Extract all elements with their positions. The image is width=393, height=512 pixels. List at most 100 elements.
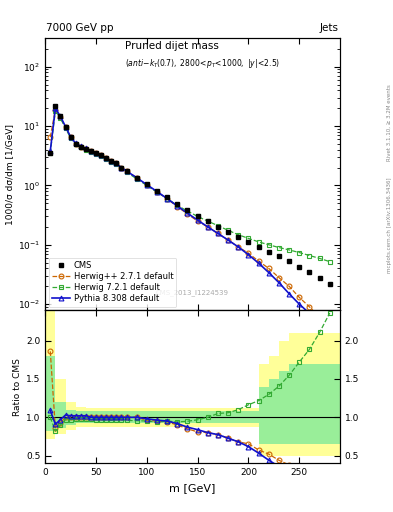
Text: Rivet 3.1.10, ≥ 3.2M events: Rivet 3.1.10, ≥ 3.2M events <box>387 84 392 161</box>
Herwig 7.2.1 default <box>154 189 159 195</box>
CMS <box>327 281 332 287</box>
Herwig++ 2.7.1 default <box>88 148 93 154</box>
CMS <box>185 207 190 213</box>
Herwig 7.2.1 default <box>297 249 302 255</box>
Pythia 8.308 default <box>99 153 103 159</box>
Herwig++ 2.7.1 default <box>124 168 129 174</box>
Herwig 7.2.1 default <box>226 227 231 233</box>
Herwig++ 2.7.1 default <box>165 196 169 202</box>
Herwig++ 2.7.1 default <box>206 224 210 230</box>
CMS <box>119 164 124 170</box>
Pythia 8.308 default <box>124 168 129 174</box>
CMS <box>256 244 261 250</box>
Herwig++ 2.7.1 default <box>236 244 241 250</box>
Herwig 7.2.1 default <box>236 231 241 238</box>
Pythia 8.308 default <box>79 143 83 149</box>
Line: Pythia 8.308 default: Pythia 8.308 default <box>48 106 332 337</box>
Text: Pruned dijet mass: Pruned dijet mass <box>125 41 219 51</box>
CMS <box>99 153 103 159</box>
CMS <box>165 194 169 200</box>
Herwig++ 2.7.1 default <box>68 134 73 140</box>
Pythia 8.308 default <box>195 217 200 223</box>
Herwig 7.2.1 default <box>216 223 220 229</box>
Herwig 7.2.1 default <box>317 255 322 262</box>
Herwig++ 2.7.1 default <box>154 189 159 195</box>
CMS <box>94 150 98 156</box>
CMS <box>114 160 119 166</box>
Herwig 7.2.1 default <box>53 108 58 114</box>
Y-axis label: Ratio to CMS: Ratio to CMS <box>13 358 22 416</box>
Herwig++ 2.7.1 default <box>109 158 114 164</box>
Herwig 7.2.1 default <box>145 182 149 188</box>
Herwig++ 2.7.1 default <box>83 146 88 152</box>
Herwig 7.2.1 default <box>287 247 292 253</box>
Pythia 8.308 default <box>165 196 169 202</box>
Pythia 8.308 default <box>266 269 271 275</box>
Herwig++ 2.7.1 default <box>48 134 53 140</box>
CMS <box>124 168 129 174</box>
Herwig++ 2.7.1 default <box>256 258 261 264</box>
Text: Jets: Jets <box>320 23 339 33</box>
Herwig++ 2.7.1 default <box>114 160 119 166</box>
Herwig 7.2.1 default <box>327 259 332 265</box>
Pythia 8.308 default <box>307 310 312 316</box>
Pythia 8.308 default <box>154 188 159 195</box>
CMS <box>175 201 180 207</box>
Herwig 7.2.1 default <box>68 135 73 141</box>
CMS <box>266 248 271 254</box>
Herwig 7.2.1 default <box>109 159 114 165</box>
Herwig 7.2.1 default <box>307 252 312 259</box>
Herwig++ 2.7.1 default <box>53 106 58 113</box>
Pythia 8.308 default <box>134 175 139 181</box>
Pythia 8.308 default <box>175 203 180 209</box>
Herwig++ 2.7.1 default <box>145 182 149 188</box>
Text: 7000 GeV pp: 7000 GeV pp <box>46 23 114 33</box>
CMS <box>287 258 292 264</box>
Herwig 7.2.1 default <box>48 150 53 156</box>
Pythia 8.308 default <box>277 280 281 286</box>
Herwig++ 2.7.1 default <box>79 143 83 150</box>
Herwig 7.2.1 default <box>134 176 139 182</box>
Herwig++ 2.7.1 default <box>246 250 251 257</box>
CMS <box>297 264 302 270</box>
CMS <box>104 155 108 161</box>
Herwig 7.2.1 default <box>99 153 103 159</box>
Pythia 8.308 default <box>226 237 231 243</box>
Pythia 8.308 default <box>185 210 190 216</box>
Herwig 7.2.1 default <box>165 196 169 202</box>
CMS <box>216 224 220 230</box>
Herwig++ 2.7.1 default <box>73 141 78 147</box>
Pythia 8.308 default <box>216 230 220 237</box>
Herwig++ 2.7.1 default <box>277 274 281 281</box>
CMS <box>63 124 68 131</box>
Herwig 7.2.1 default <box>94 151 98 157</box>
CMS <box>73 141 78 147</box>
Herwig++ 2.7.1 default <box>266 265 271 271</box>
Herwig++ 2.7.1 default <box>175 204 180 210</box>
Herwig++ 2.7.1 default <box>287 283 292 289</box>
Herwig++ 2.7.1 default <box>119 164 124 170</box>
Herwig 7.2.1 default <box>104 156 108 162</box>
Text: $(anti\!-\!k_T\!(0.7),\ 2800\!<\!p_T\!<\!1000,\ |y|\!<\!2.5)$: $(anti\!-\!k_T\!(0.7),\ 2800\!<\!p_T\!<\… <box>125 57 280 71</box>
CMS <box>226 229 231 235</box>
Line: Herwig 7.2.1 default: Herwig 7.2.1 default <box>48 109 332 264</box>
Pythia 8.308 default <box>104 155 108 161</box>
CMS <box>134 175 139 181</box>
Herwig++ 2.7.1 default <box>63 124 68 131</box>
Herwig++ 2.7.1 default <box>297 294 302 301</box>
Herwig++ 2.7.1 default <box>99 153 103 159</box>
Herwig 7.2.1 default <box>246 236 251 242</box>
CMS <box>154 187 159 194</box>
Herwig 7.2.1 default <box>83 146 88 153</box>
CMS <box>68 134 73 140</box>
Herwig++ 2.7.1 default <box>185 211 190 217</box>
Pythia 8.308 default <box>236 244 241 250</box>
Y-axis label: 1000/σ dσ/dm [1/GeV]: 1000/σ dσ/dm [1/GeV] <box>5 124 14 225</box>
CMS <box>83 146 88 152</box>
CMS <box>79 143 83 150</box>
Pythia 8.308 default <box>256 260 261 266</box>
CMS <box>195 212 200 219</box>
Pythia 8.308 default <box>83 145 88 152</box>
Pythia 8.308 default <box>119 164 124 170</box>
Pythia 8.308 default <box>145 182 149 188</box>
